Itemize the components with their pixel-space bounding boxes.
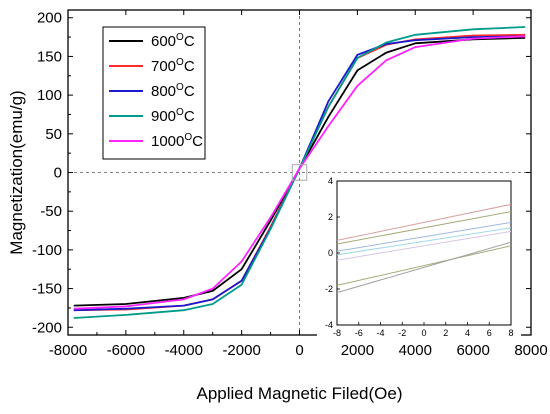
x-tick-label: 0 <box>295 342 303 359</box>
inset-y-tick-label: 0 <box>328 248 333 258</box>
inset-x-tick-label: 2 <box>443 328 448 338</box>
inset-plot: -8 -6 -4 -2 0 2 4 6 8 -4 -2 0 2 4 <box>317 176 521 342</box>
x-tick-label: 2000 <box>341 342 374 359</box>
inset-x-tick-label: -6 <box>355 328 363 338</box>
inset-x-tick-label: -8 <box>333 328 341 338</box>
y-tick-label: 100 <box>37 87 62 104</box>
inset-x-tick-label: 4 <box>465 328 470 338</box>
inset-x-tick-label: -2 <box>398 328 406 338</box>
legend-label-1000: 1000OC <box>151 132 203 150</box>
inset-series-line-3 <box>336 227 512 256</box>
legend: 600OC 700OC 800OC 900OC 1000OC <box>102 26 206 160</box>
y-tick-label: 50 <box>45 126 62 143</box>
zoom-box <box>291 164 308 181</box>
main-plot: -8000 -6000 -4000 -2000 0 2000 4000 6000 8000-20… <box>7 9 548 403</box>
y-tick-label: -200 <box>32 319 62 336</box>
legend-label-800: 800OC <box>151 82 195 100</box>
inset-series-line-1 <box>336 211 512 245</box>
legend-label-700: 700OC <box>151 57 195 75</box>
y-tick-label: 0 <box>54 165 62 182</box>
x-tick-label: -2000 <box>222 342 260 359</box>
y-tick-label: -50 <box>40 203 62 220</box>
series-line-1000 <box>73 35 526 310</box>
inset-series-line-6 <box>336 241 512 294</box>
x-tick-label: -6000 <box>107 342 145 359</box>
legend-label-900: 900OC <box>151 107 195 125</box>
y-axis-title: Magnetization(emu/g) <box>7 90 26 254</box>
y-tick-label: 150 <box>37 48 62 65</box>
inset-y-tick-label: -4 <box>325 320 333 330</box>
inset-y-tick-label: 2 <box>328 212 333 222</box>
x-tick-label: 6000 <box>456 342 489 359</box>
inset-series-line-4 <box>336 230 512 261</box>
inset-y-tick-label: 4 <box>328 176 333 186</box>
inset-x-tick-label: 6 <box>487 328 492 338</box>
x-tick-label: -8000 <box>49 342 87 359</box>
inset-series-line-5 <box>336 245 512 286</box>
y-tick-label: 200 <box>37 10 62 27</box>
y-tick-label: -100 <box>32 242 62 259</box>
inset-frame <box>336 180 512 326</box>
x-tick-label: -4000 <box>165 342 203 359</box>
inset-series-line-2 <box>336 221 512 252</box>
x-tick-label: 4000 <box>399 342 432 359</box>
inset-x-tick-label: 0 <box>421 328 426 338</box>
inset-x-tick-label: -4 <box>376 328 384 338</box>
inset-series-line-0 <box>336 203 512 241</box>
inset-x-tick-label: 8 <box>508 328 513 338</box>
x-axis-title: Applied Magnetic Filed(Oe) <box>197 384 403 403</box>
legend-label-600: 600OC <box>151 32 195 50</box>
inset-y-tick-label: -2 <box>325 284 333 294</box>
series-group <box>73 26 526 319</box>
y-tick-label: -150 <box>32 281 62 298</box>
x-tick-label: 8000 <box>514 342 547 359</box>
legend-box <box>102 26 206 160</box>
